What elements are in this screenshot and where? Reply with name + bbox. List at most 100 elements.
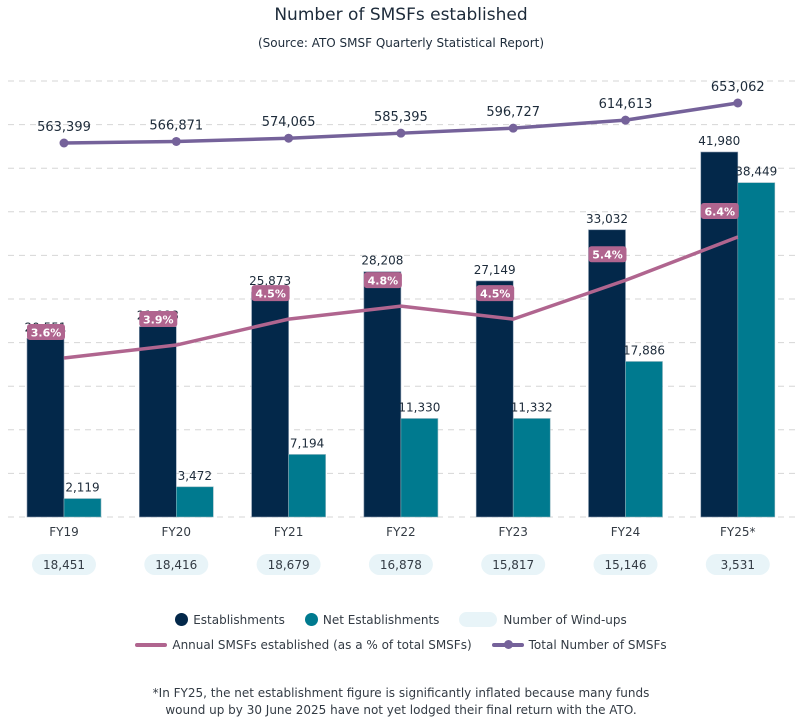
x-tick-label: FY23: [498, 525, 528, 539]
bar-net-establishments: [737, 182, 776, 518]
pct-label-badge: [363, 272, 402, 289]
pct-label: 3.9%: [143, 314, 174, 327]
data-label-net-establishments: 2,119: [65, 481, 99, 495]
wind-ups-value: 18,416: [155, 558, 197, 572]
total-line-marker: [284, 133, 294, 143]
bar-net-establishments: [288, 454, 326, 518]
x-tick-label: FY24: [611, 525, 641, 539]
total-line-marker: [733, 98, 743, 108]
pct-label: 4.8%: [368, 275, 399, 288]
wind-ups-value: 18,679: [268, 558, 310, 572]
bar-establishments: [588, 229, 626, 518]
total-label: 614,613: [599, 97, 653, 112]
legend-line-pct-icon: [135, 643, 168, 647]
total-label: 563,399: [37, 120, 91, 135]
pct-label: 4.5%: [480, 288, 511, 301]
legend-line-total-icon: [491, 640, 524, 649]
legend-label-total-line: Total Number of SMSFs: [528, 638, 667, 652]
bar-establishments: [363, 271, 402, 518]
pct-label: 3.6%: [31, 327, 62, 340]
footnote: *In FY25, the net establishment figure i…: [0, 685, 802, 719]
legend-dot-establishments-icon: [175, 613, 189, 626]
legend-pill-wind-ups-icon: [459, 612, 498, 627]
pct-label-badge: [251, 285, 290, 302]
wind-ups-pill: [256, 554, 321, 575]
total-label: 596,727: [486, 105, 540, 120]
data-label-establishments: 41,980: [698, 134, 740, 148]
total-line-series: 563,399 566,871 574,065 585,395 596,727 614,6…: [37, 80, 765, 148]
bar-net-establishments: [63, 498, 102, 518]
legend-dot-net-establishments-icon: [304, 613, 318, 626]
legend-item-net-establishments: Net Establishments: [304, 612, 440, 627]
data-label-establishments: 27,149: [474, 263, 516, 277]
legend-item-total-line: Total Number of SMSFs: [491, 638, 667, 652]
legend-item-wind-ups: Number of Wind-ups: [459, 612, 627, 627]
wind-ups-pill: [593, 554, 658, 575]
legend-label-establishments: Establishments: [193, 612, 285, 627]
pct-label-badge: [476, 285, 515, 302]
legend-item-pct-line: Annual SMSFs established (as a % of tota…: [135, 638, 472, 652]
total-line-marker: [59, 138, 69, 148]
chart-title: Number of SMSFs established: [274, 5, 528, 25]
bar-net-establishments: [512, 418, 551, 518]
wind-ups-pill: [144, 554, 209, 575]
wind-ups-row: 18,451 18,416 18,679 16,878 15,817 15,146 3,53…: [32, 554, 770, 575]
total-line-marker: [171, 136, 181, 146]
x-tick-label: FY25*: [720, 525, 756, 539]
total-line-marker: [621, 115, 630, 125]
data-label-net-establishments: 38,449: [735, 165, 777, 179]
x-axis-ticks: FY19 FY20 FY21 FY22 FY23 FY24 FY25*: [49, 525, 755, 539]
pct-label-badge: [700, 203, 739, 220]
data-label-net-establishments: 11,332: [511, 400, 553, 414]
pct-label: 6.4%: [705, 206, 736, 219]
total-line-marker: [396, 128, 406, 138]
total-label: 653,062: [711, 80, 765, 95]
wind-ups-value: 16,878: [380, 558, 422, 572]
chart-canvas: 20,5512,11921,8883,47225,8737,19428,2081…: [8, 80, 795, 575]
data-label-establishments: 33,032: [586, 212, 628, 226]
total-line-marker: [508, 123, 518, 133]
pct-line-series: 3.6% 3.9% 4.5% 4.8% 4.5% 5.4% 6.4%: [27, 203, 739, 360]
data-label-establishments: 28,208: [361, 254, 403, 268]
data-label-establishments: 25,873: [249, 274, 291, 288]
total-label: 574,065: [262, 115, 316, 130]
bar-establishments: [139, 326, 177, 518]
pct-label: 4.5%: [255, 288, 286, 301]
pct-label-badge: [27, 324, 65, 340]
legend-label-net-establishments: Net Establishments: [322, 612, 440, 627]
pct-label-badge: [588, 246, 627, 263]
footnote-line-2: wound up by 30 June 2025 have not yet lo…: [165, 703, 637, 717]
x-tick-label: FY21: [274, 525, 304, 539]
bar-establishments: [475, 280, 514, 518]
bar-establishments: [26, 338, 65, 518]
legend-row-1: Establishments Net Establishments Number…: [0, 612, 802, 627]
data-label-net-establishments: 17,886: [623, 343, 665, 357]
bar-net-establishments: [176, 486, 214, 518]
legend-item-establishments: Establishments: [175, 613, 285, 627]
total-label: 566,871: [149, 118, 203, 133]
x-tick-label: FY22: [386, 525, 416, 539]
wind-ups-pill: [481, 554, 546, 575]
wind-ups-pill: [368, 554, 433, 575]
data-label-net-establishments: 3,472: [178, 469, 212, 483]
wind-ups-pill: [32, 554, 96, 575]
wind-ups-value: 3,531: [721, 558, 755, 572]
wind-ups-value: 15,817: [492, 558, 534, 572]
chart-subtitle: (Source: ATO SMSF Quarterly Statistical …: [257, 36, 545, 50]
bar-net-establishments: [400, 418, 439, 518]
total-label: 585,395: [374, 110, 428, 125]
x-tick-label: FY19: [49, 525, 79, 539]
pct-label-badge: [139, 311, 178, 328]
data-label-net-establishments: 7,194: [290, 436, 324, 450]
legend-row-2: Annual SMSFs established (as a % of tota…: [0, 638, 802, 652]
legend-label-wind-ups: Number of Wind-ups: [503, 612, 627, 627]
wind-ups-pill: [705, 554, 770, 575]
bar-net-establishments: [625, 361, 663, 518]
footnote-line-1: *In FY25, the net establishment figure i…: [152, 686, 650, 700]
legend-label-pct-line: Annual SMSFs established (as a % of tota…: [172, 638, 472, 652]
pct-line: [63, 235, 739, 360]
pct-label: 5.4%: [592, 249, 623, 262]
data-label-net-establishments: 11,330: [398, 400, 440, 414]
bar-establishments: [251, 291, 289, 518]
bars: [26, 151, 776, 518]
